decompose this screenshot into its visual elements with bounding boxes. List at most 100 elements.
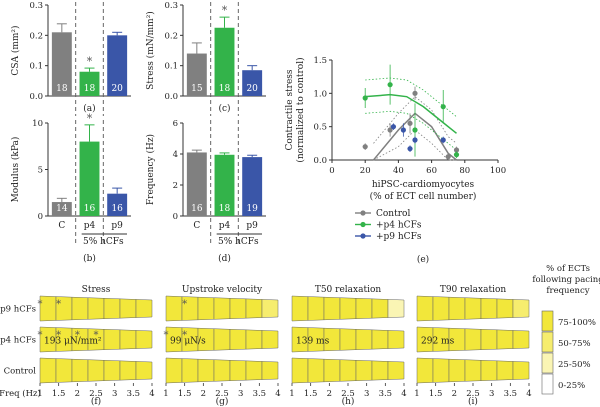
heatmap-cell: [387, 361, 405, 380]
sample-size-label: 16: [191, 204, 203, 214]
group-label: 5% hCFs: [83, 237, 124, 247]
heatmap-cell: [480, 360, 498, 381]
heatmap-cell: [339, 359, 357, 382]
heatmap-cell: [119, 298, 137, 319]
x-tick-label: 3: [364, 389, 369, 399]
data-point: [407, 146, 413, 152]
x-tick-label: 2: [327, 389, 332, 399]
heatmap-cell: [39, 357, 57, 384]
panel-label: (h): [342, 396, 355, 407]
legend-label: 25-50%: [558, 360, 591, 370]
x-tick-label: 20: [360, 166, 371, 176]
x-tick-label: 4: [149, 389, 154, 399]
x-tick-label: 1.5: [52, 389, 66, 399]
y-axis-label: (normalized to control): [295, 57, 306, 162]
heatmap-cell: [323, 358, 341, 383]
heatmap-cell: [229, 298, 247, 319]
heatmap-cell: [119, 329, 137, 350]
bar: [242, 157, 263, 216]
baseline-value: 193 μN/mm²: [44, 337, 102, 347]
legend-marker: [360, 233, 366, 239]
x-tick-label: 80: [459, 166, 470, 176]
x-tick-label: 1: [289, 389, 294, 399]
y-tick-label: 0.0: [313, 156, 327, 166]
heatmap-cell: [339, 328, 357, 351]
heatmap-cell: [103, 360, 121, 381]
panel-label: (b): [83, 253, 96, 264]
heatmap-cell: [432, 358, 450, 383]
panel-label: (e): [417, 254, 429, 265]
x-tick-label: 3.5: [504, 389, 518, 399]
sample-size-label: 20: [111, 84, 123, 94]
heatmap-cell: [512, 361, 530, 380]
legend-label: 0-25%: [558, 381, 585, 391]
significance-star: *: [182, 330, 187, 341]
heatmap-cell: [512, 299, 530, 318]
legend-swatch: [541, 352, 554, 374]
significance-star: *: [56, 299, 61, 310]
legend-label: 75-100%: [558, 318, 596, 328]
heatmap-cell: [197, 296, 215, 321]
bar: [107, 35, 128, 96]
sample-size-label: 16: [84, 204, 96, 214]
sample-size-label: 18: [56, 84, 68, 94]
x-tick-label: 2: [201, 389, 206, 399]
panel-label: (c): [218, 103, 230, 114]
significance-star: *: [38, 299, 43, 310]
panel-label: (d): [218, 253, 231, 264]
heatmap-cell: [245, 298, 263, 319]
y-tick-label: 5: [38, 166, 43, 176]
significance-star: *: [94, 330, 99, 341]
x-axis-label: (% of ECT cell number): [370, 191, 477, 202]
panel-label: (g): [216, 396, 229, 407]
heatmap-cell: [432, 296, 450, 321]
y-tick-label: 4: [173, 150, 178, 160]
x-tick-label: 2: [452, 389, 457, 399]
heatmap-cell: [464, 328, 482, 351]
x-tick-label: 3: [238, 389, 243, 399]
heatmap-title: T50 relaxation: [315, 285, 382, 295]
x-tick-label: 3.5: [379, 389, 393, 399]
data-point: [445, 154, 451, 160]
heatmap-cell: [496, 298, 514, 319]
heatmap-cell: [197, 358, 215, 383]
y-tick-label: 0.2: [164, 31, 178, 41]
x-tick-label: 1.5: [429, 389, 443, 399]
category-label: C: [193, 221, 200, 231]
fit-curve: [372, 112, 457, 161]
heatmap-cell: [71, 296, 89, 321]
legend-label: 50-75%: [558, 339, 591, 349]
legend-title: % of ECTs: [546, 264, 590, 274]
heatmap-cell: [464, 297, 482, 320]
heatmap-cell: [71, 358, 89, 383]
bar: [214, 27, 235, 96]
heatmap-cell: [119, 360, 137, 381]
significance-star: *: [222, 4, 228, 17]
heatmap-cell: [261, 361, 279, 380]
data-point: [387, 82, 393, 88]
x-tick-label: 2.5: [215, 389, 229, 399]
data-point: [400, 127, 406, 133]
heatmap-title: T90 relaxation: [440, 285, 507, 295]
category-label: p4: [84, 221, 96, 231]
y-tick-label: 0.1: [29, 62, 43, 72]
panel-label: (f): [91, 396, 101, 407]
legend-label: +p4 hCFs: [376, 221, 422, 231]
y-tick-label: 0.0: [164, 92, 178, 102]
x-tick-label: 1: [37, 389, 42, 399]
heatmap-cell: [480, 298, 498, 319]
x-tick-label: 0: [329, 166, 334, 176]
data-point: [412, 137, 418, 143]
y-tick-label: 0.0: [29, 92, 43, 102]
data-point: [440, 104, 446, 110]
y-tick-label: 0: [173, 212, 178, 222]
significance-star: *: [56, 330, 61, 341]
heatmap-cell: [181, 358, 199, 383]
heatmap-cell: [339, 297, 357, 320]
baseline-value: 139 ms: [296, 337, 330, 347]
y-tick-label: 0.3: [164, 1, 178, 11]
heatmap-cell: [103, 329, 121, 350]
heatmap-title: Upstroke velocity: [182, 285, 263, 295]
sample-size-label: 18: [84, 84, 96, 94]
data-point: [387, 127, 393, 133]
